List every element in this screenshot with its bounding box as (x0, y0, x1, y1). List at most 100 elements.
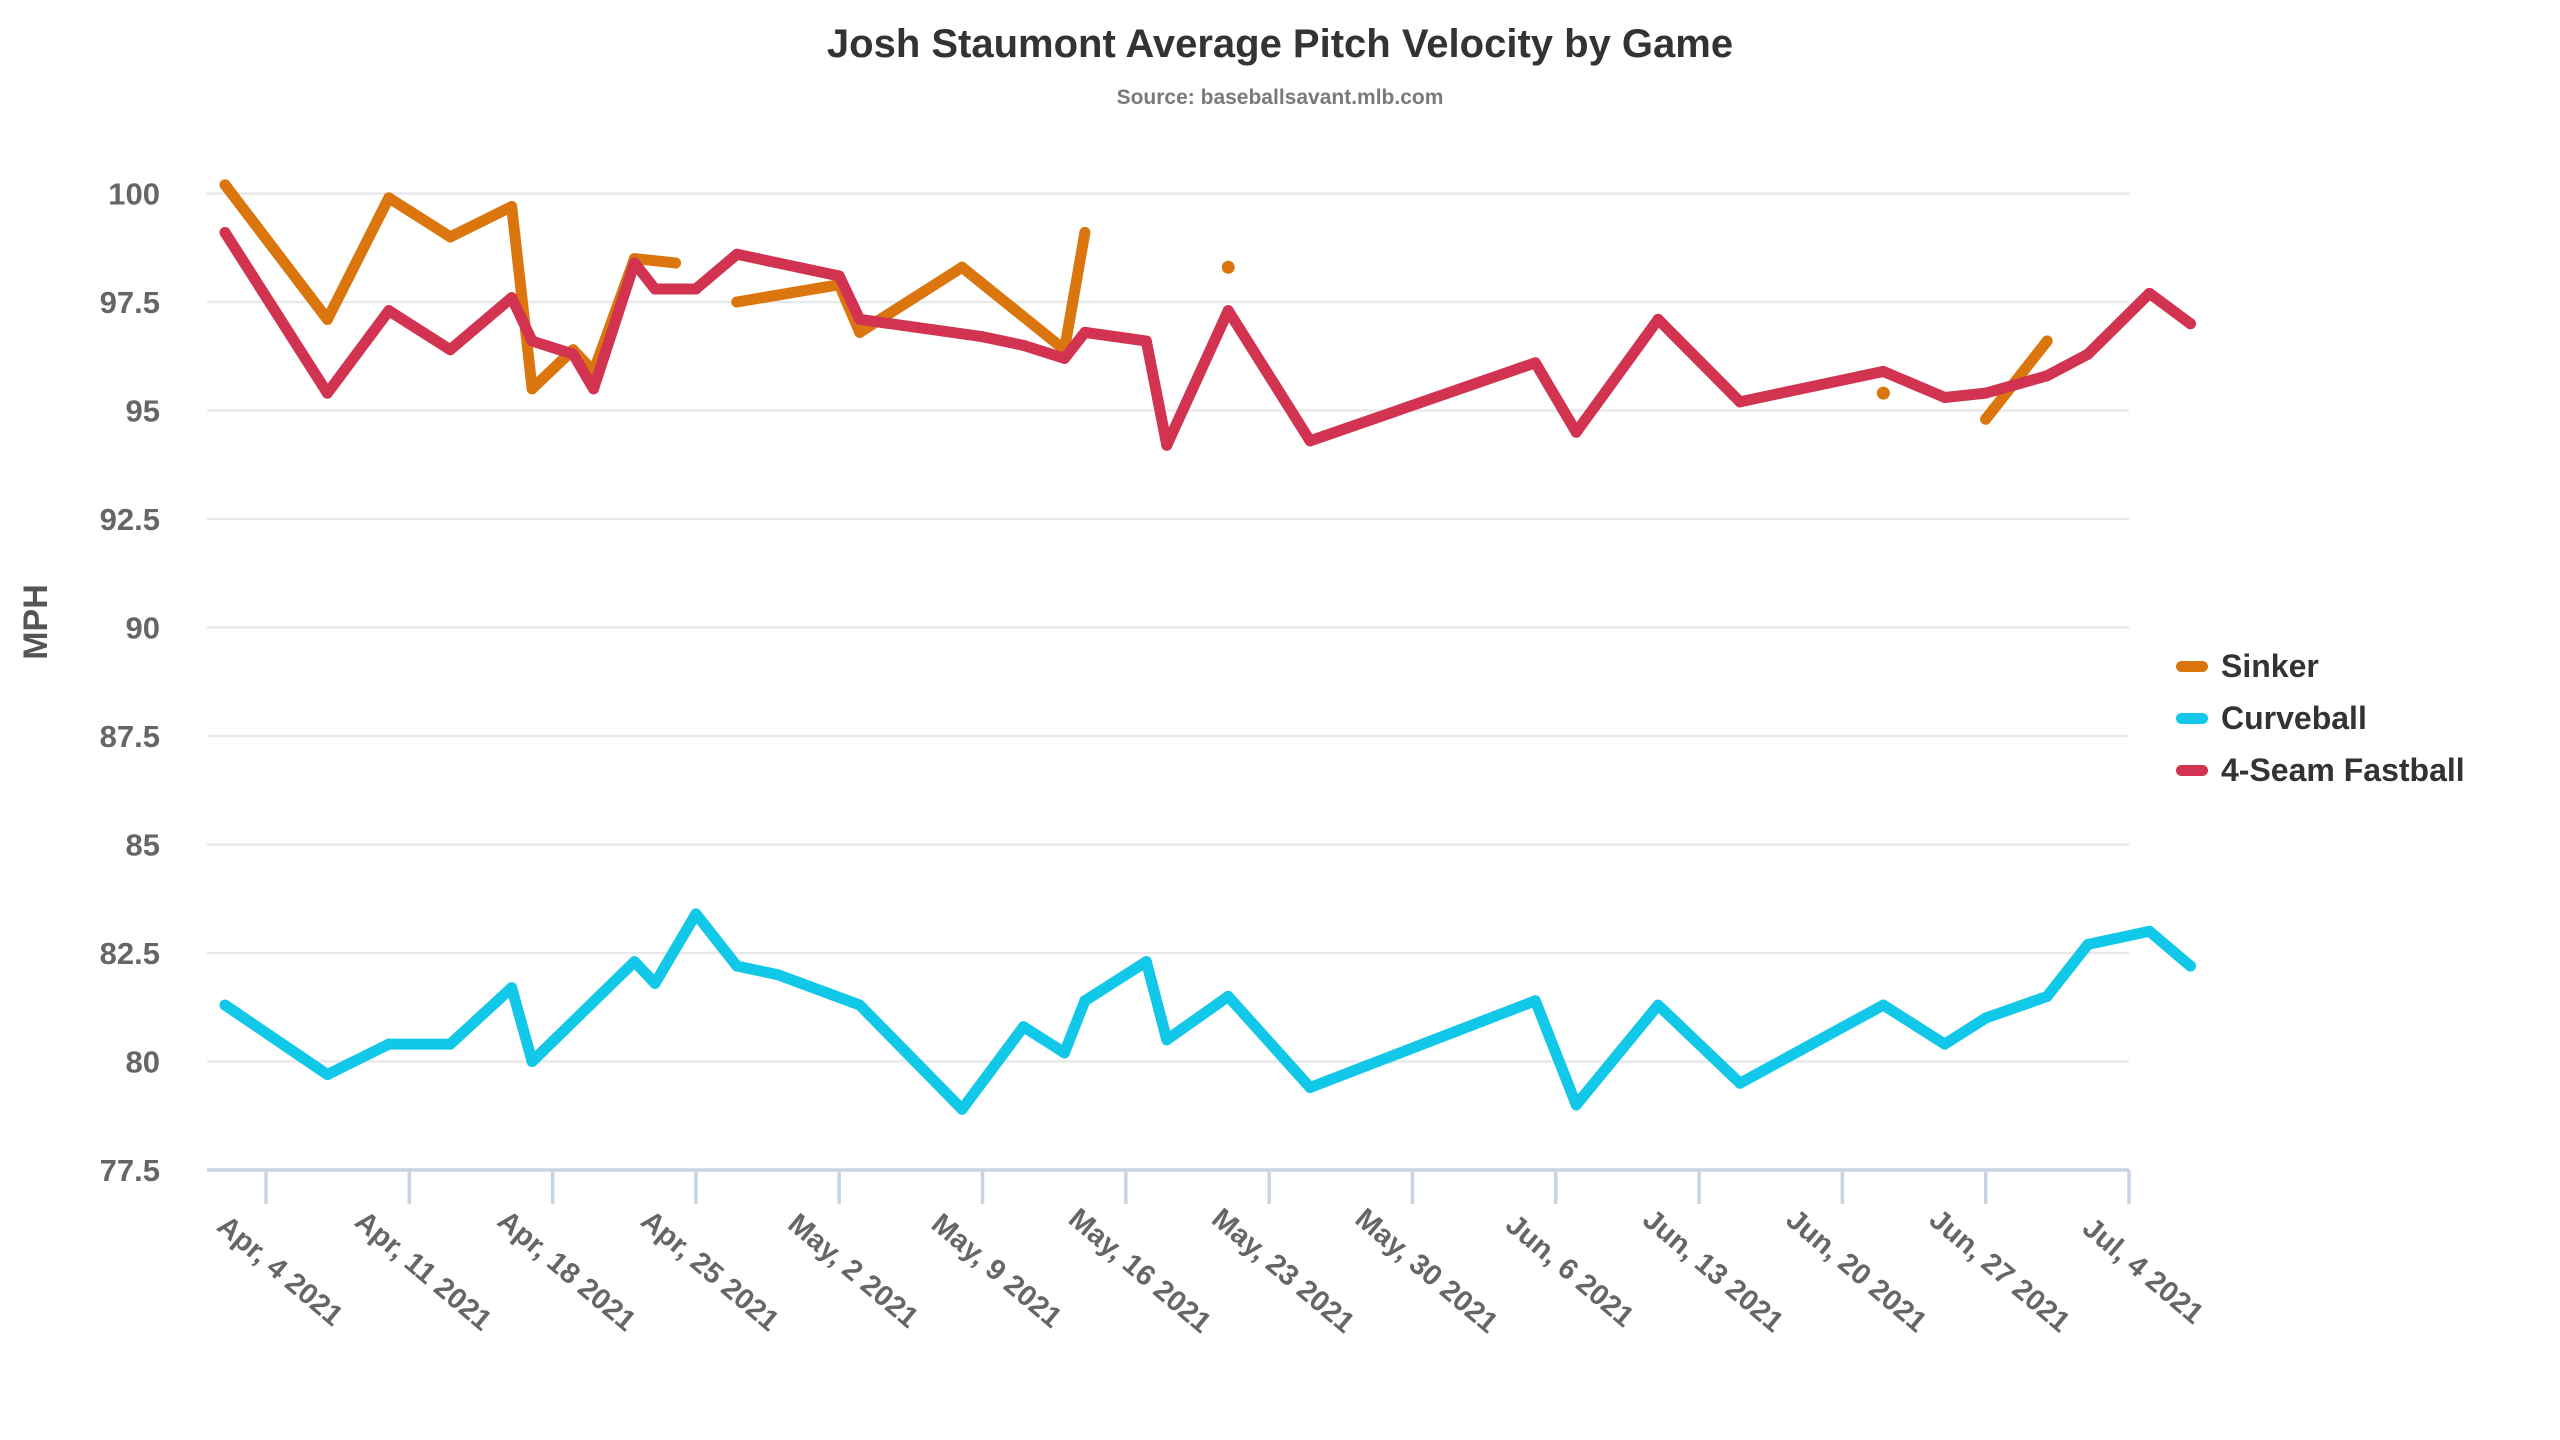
series-curveball (219, 908, 2196, 1115)
data-point (1017, 339, 1029, 351)
data-point (629, 956, 641, 968)
data-point (1161, 439, 1173, 451)
data-point (1980, 1012, 1992, 1024)
data-point (1161, 1034, 1173, 1046)
series-line (219, 908, 2196, 1115)
data-point (669, 257, 681, 269)
data-point (1304, 435, 1316, 447)
data-point (588, 383, 600, 395)
data-point (321, 1069, 333, 1081)
data-point (1570, 426, 1582, 438)
legend-item-fastball[interactable]: 4-Seam Fastball (2176, 744, 2465, 796)
data-point (1222, 990, 1234, 1002)
y-tick-label: 97.5 (100, 285, 160, 320)
data-point (506, 292, 518, 304)
data-point (383, 305, 395, 317)
data-point (731, 960, 743, 972)
x-tick-label: May, 23 2021 (1206, 1203, 1361, 1340)
chart-subtitle: Source: baseballsavant.mlb.com (1116, 86, 1444, 109)
y-tick-label: 90 (126, 611, 160, 646)
data-point (1570, 1099, 1582, 1111)
data-point (731, 296, 743, 308)
chart-title: Josh Staumont Average Pitch Velocity by … (826, 22, 1734, 66)
data-point (444, 1038, 456, 1050)
data-point (2143, 925, 2155, 937)
data-point (1222, 305, 1234, 317)
data-point (956, 1103, 968, 1115)
data-point (1877, 999, 1889, 1011)
data-point (2082, 348, 2094, 360)
data-point (1017, 1021, 1029, 1033)
x-tick-label: Jun, 20 2021 (1780, 1203, 1933, 1338)
data-point (1221, 260, 1235, 274)
legend-item-sinker[interactable]: Sinker (2176, 640, 2465, 692)
data-point (567, 348, 579, 360)
sinker-swatch-icon (2176, 660, 2208, 672)
data-point (649, 977, 661, 989)
data-point (526, 335, 538, 347)
x-tick-label: May, 30 2021 (1349, 1203, 1504, 1340)
data-point (2082, 938, 2094, 950)
series-4-seam-fastball (219, 227, 2196, 451)
data-point (1058, 1047, 1070, 1059)
data-point (1058, 352, 1070, 364)
data-point (1140, 956, 1152, 968)
data-point (219, 179, 231, 191)
data-point (2041, 335, 2053, 347)
data-point (1079, 995, 1091, 1007)
data-point (1079, 326, 1091, 338)
data-point (1734, 396, 1746, 408)
data-point (833, 270, 845, 282)
data-point (321, 313, 333, 325)
y-tick-label: 80 (126, 1045, 160, 1080)
x-tick-label: May, 16 2021 (1062, 1203, 1217, 1340)
x-tick-label: Jun, 13 2021 (1637, 1203, 1790, 1338)
data-point (2143, 287, 2155, 299)
data-point (383, 192, 395, 204)
x-tick-label: Apr, 18 2021 (491, 1204, 641, 1337)
y-tick-label: 87.5 (100, 719, 160, 754)
data-point (444, 231, 456, 243)
y-tick-label: 100 (108, 177, 160, 212)
legend-item-curveball[interactable]: Curveball (2176, 692, 2465, 744)
y-tick-label: 92.5 (100, 502, 160, 537)
data-point (629, 257, 641, 269)
data-point (526, 1056, 538, 1067)
data-point (1876, 386, 1890, 400)
x-tick-label: Apr, 11 2021 (349, 1205, 498, 1337)
legend: Sinker Curveball 4-Seam Fastball (2176, 640, 2465, 796)
data-point (506, 201, 518, 213)
data-point (690, 908, 702, 920)
x-tick-label: Jun, 27 2021 (1923, 1203, 2076, 1338)
data-point (2041, 370, 2053, 382)
data-point (1529, 995, 1541, 1007)
x-tick-label: Jun, 6 2021 (1499, 1209, 1639, 1334)
data-point (1980, 387, 1992, 399)
data-point (854, 313, 866, 325)
legend-label: Curveball (2221, 699, 2367, 736)
data-point (1734, 1077, 1746, 1089)
data-point (444, 344, 456, 356)
data-point (321, 387, 333, 399)
data-point (2184, 318, 2196, 330)
fastball-swatch-icon (2176, 764, 2208, 776)
x-tick-label: Apr, 25 2021 (635, 1204, 785, 1337)
data-point (731, 248, 743, 260)
legend-label: Sinker (2221, 647, 2319, 684)
data-point (1652, 999, 1664, 1011)
y-tick-label: 77.5 (100, 1153, 160, 1188)
data-point (1529, 357, 1541, 369)
data-point (219, 227, 231, 239)
data-point (772, 969, 784, 981)
y-tick-label: 85 (126, 828, 160, 863)
data-point (1652, 313, 1664, 325)
data-point (219, 999, 231, 1011)
data-point (1877, 365, 1889, 377)
data-point (526, 383, 538, 395)
data-point (854, 999, 866, 1011)
data-point (2184, 960, 2196, 972)
data-point (506, 982, 518, 994)
data-point (690, 283, 702, 295)
